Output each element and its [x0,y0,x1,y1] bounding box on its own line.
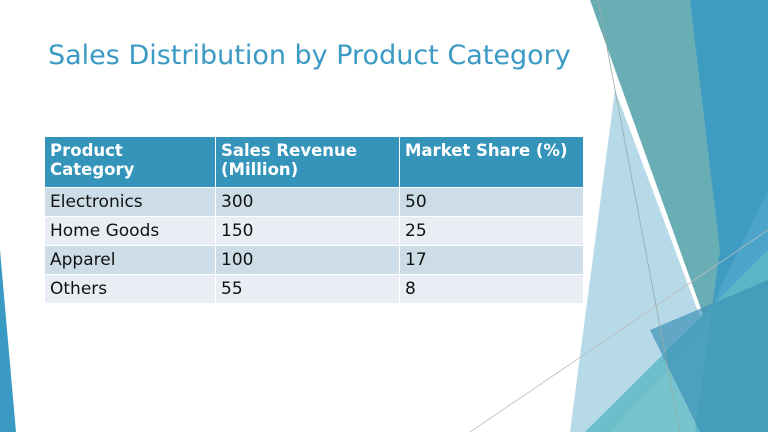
line [469,229,768,432]
table-row: Electronics 300 50 [44,187,584,217]
table-row: Apparel 100 17 [44,245,584,275]
table-cell: 100 [215,245,400,275]
header-cell: Product Category [44,136,216,188]
table-cell: 8 [399,274,584,304]
table-body: Electronics 300 50 Home Goods 150 25 Apparel 10… [44,187,584,304]
table-row: Home Goods 150 25 [44,216,584,246]
table-row: Others 55 8 [44,274,584,304]
table-cell: 50 [399,187,584,217]
shape [650,280,768,432]
header-cell: Market Share (%) [399,136,584,188]
corner-shape [0,250,16,432]
table-cell: Others [44,274,216,304]
table-cell: Home Goods [44,216,216,246]
table: Product Category Sales Revenue (Million)… [44,136,584,304]
header-cell: Sales Revenue (Million) [215,136,400,188]
table-cell: 150 [215,216,400,246]
line [597,0,681,432]
table-cell: 300 [215,187,400,217]
table-cell: 55 [215,274,400,304]
header-row: Product Category Sales Revenue (Million)… [44,136,584,188]
title: Sales Distribution by Product Category [48,40,571,71]
table-cell: Electronics [44,187,216,217]
table-cell: 25 [399,216,584,246]
table-cell: Apparel [44,245,216,275]
table-cell: 17 [399,245,584,275]
